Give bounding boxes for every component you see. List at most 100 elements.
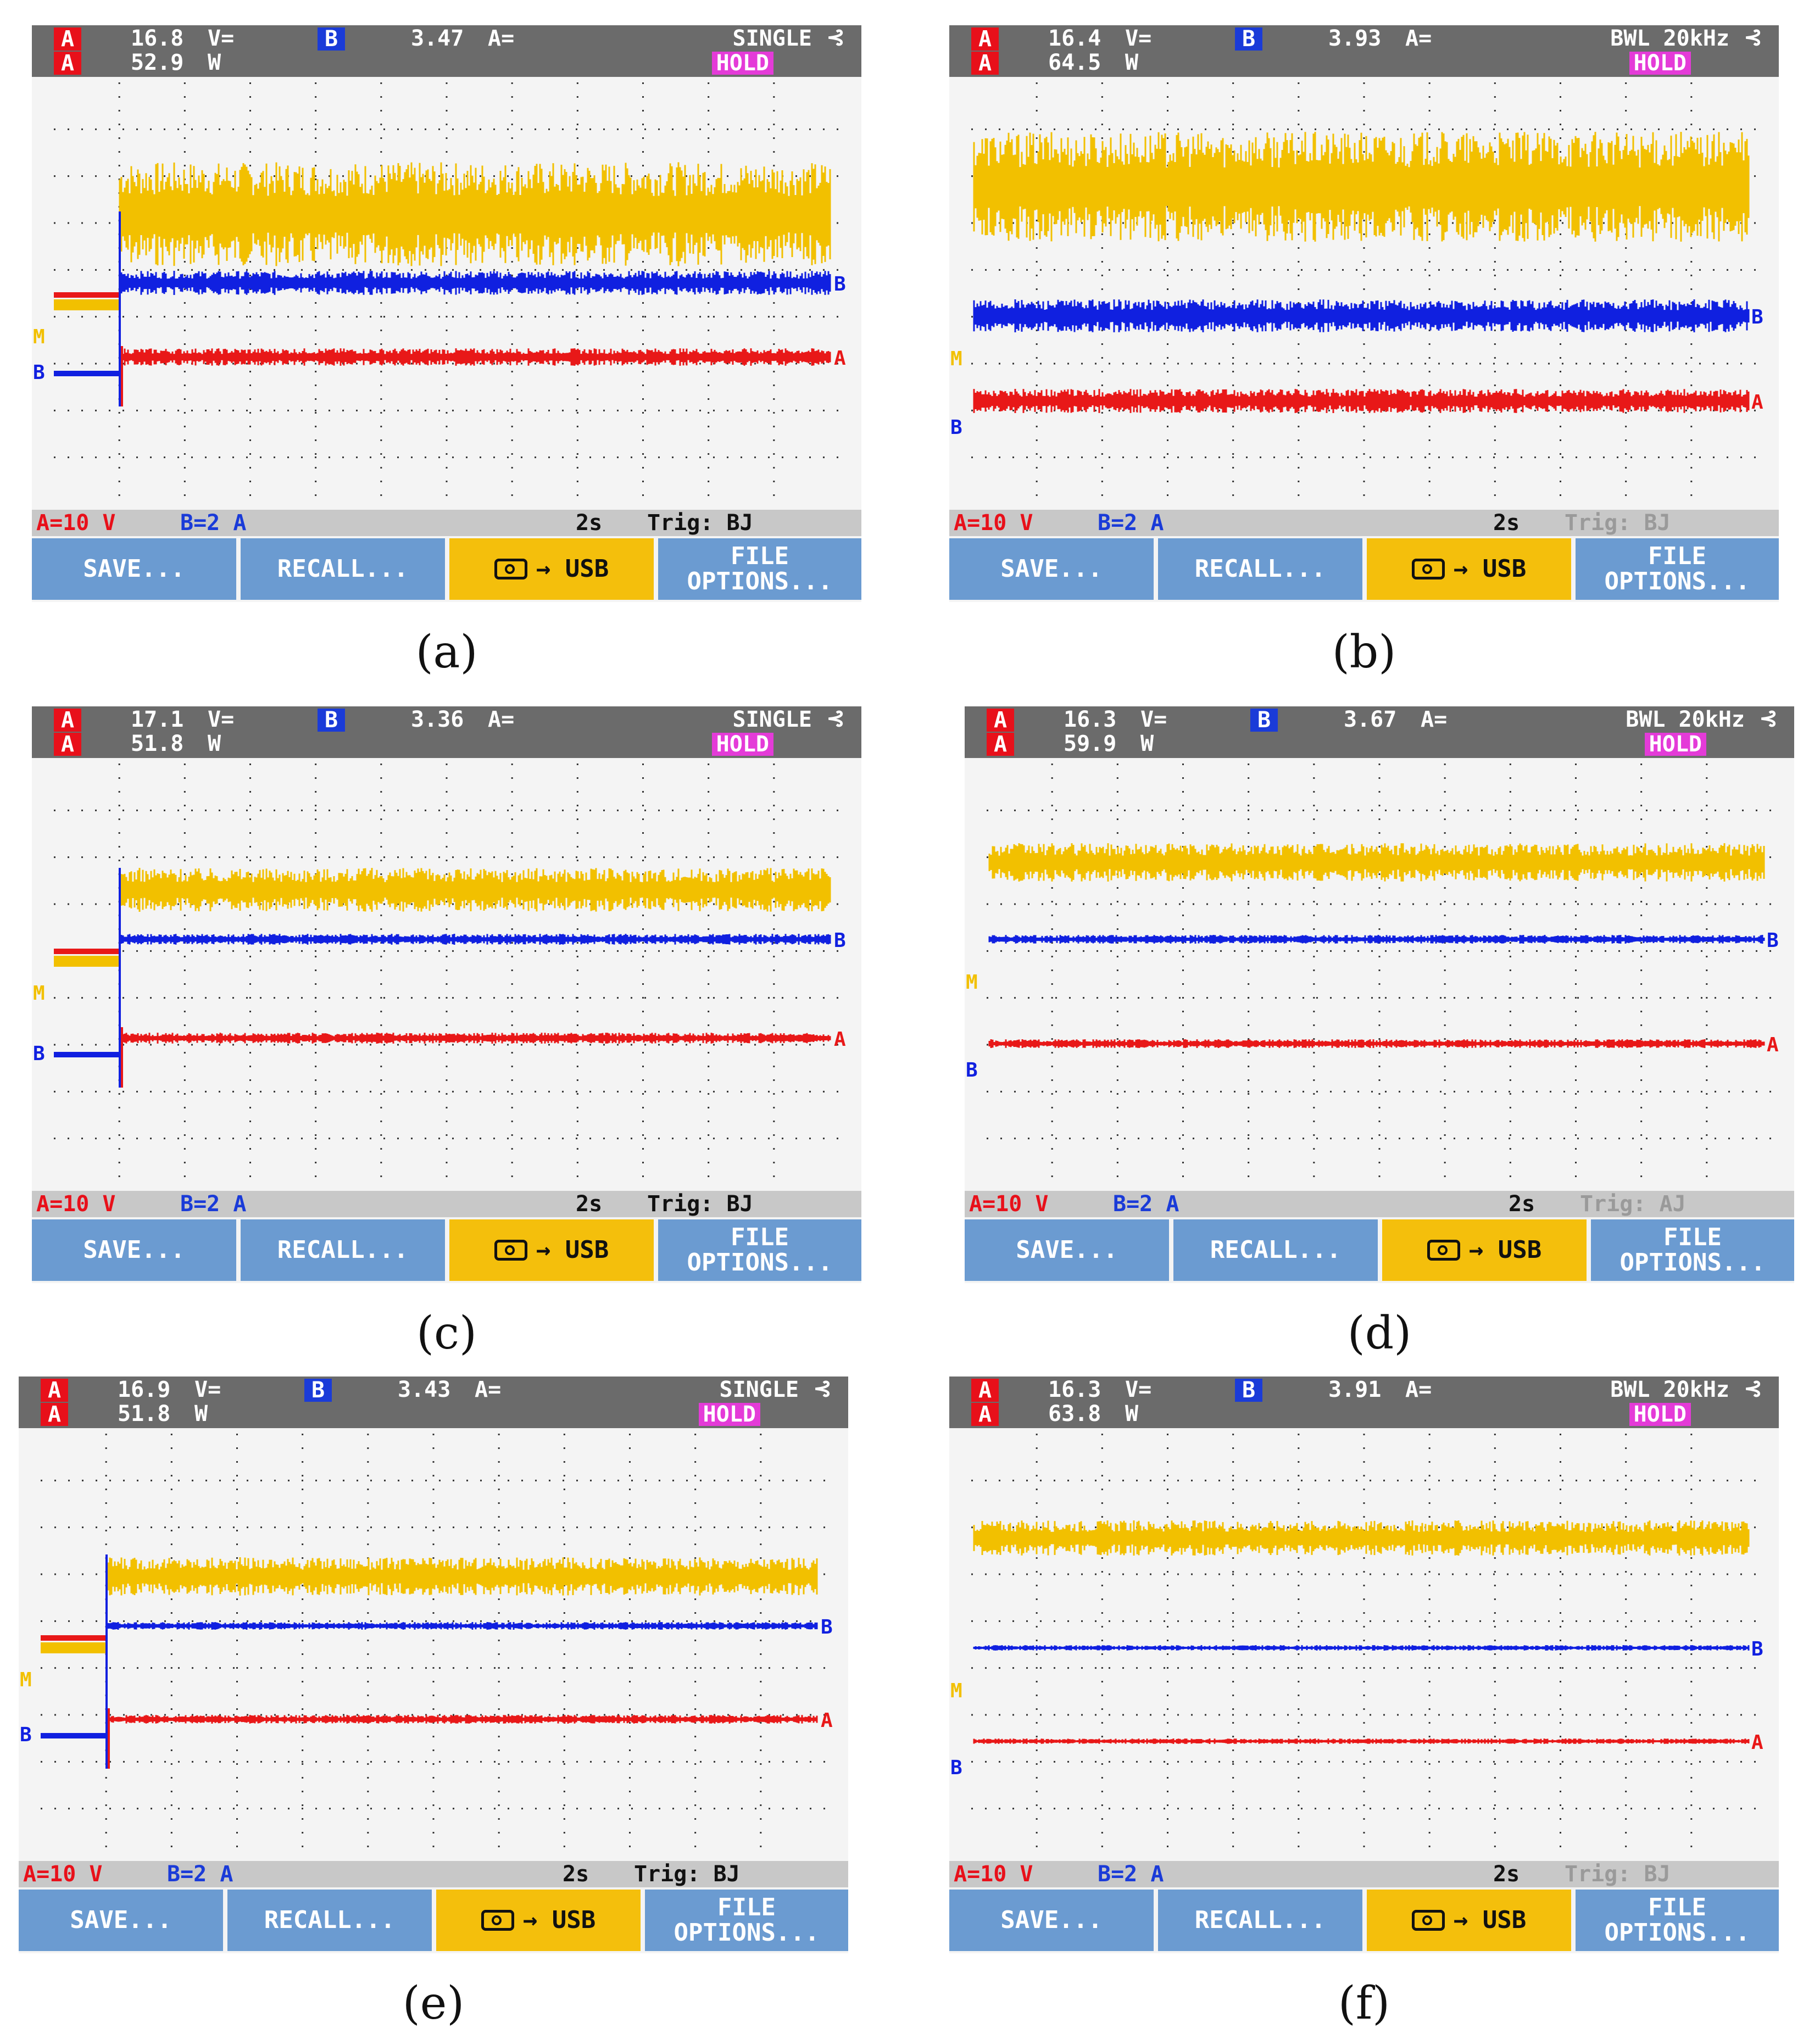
waveform-area: B A M B — [32, 758, 861, 1217]
ch-a-power-readout: 51.8 — [118, 1401, 171, 1426]
camera-icon — [1411, 1910, 1445, 1931]
voltage-trace — [105, 1715, 818, 1724]
power-trace — [105, 1557, 818, 1596]
scope-panel-2: A A 16.4 V= 64.5 W B 3.93 A= BWL 20kHz ⊰ HOLD B A M B A=… — [949, 25, 1779, 602]
waveform-area: B A M B — [949, 77, 1779, 536]
screenshot-to-usb-button[interactable]: → USB — [1382, 1219, 1587, 1281]
current-trace — [988, 935, 1765, 944]
ch-a-power-unit: W — [208, 731, 221, 756]
file-options-button[interactable]: FILE OPTIONS... — [1591, 1219, 1794, 1281]
marker-b: B — [950, 1757, 962, 1779]
current-trace — [119, 934, 831, 945]
screenshot-to-usb-button[interactable]: → USB — [449, 538, 654, 600]
channel-a-tag-2: A — [54, 733, 81, 756]
ch-a-power-readout: 52.9 — [131, 50, 184, 75]
trigger-plug-icon: ⊰ — [1759, 706, 1778, 731]
ch-a-power-readout: 51.8 — [131, 731, 184, 756]
save-button[interactable]: SAVE... — [32, 1219, 236, 1281]
trigger-plug-icon: ⊰ — [826, 25, 845, 50]
ch-a-voltage-readout: 16.3 — [1064, 707, 1117, 732]
timebase: 2s — [1493, 510, 1520, 536]
trigger-status: Trig: AJ — [1580, 1191, 1686, 1217]
trace-label-a: A — [834, 347, 846, 370]
save-button[interactable]: SAVE... — [965, 1219, 1169, 1281]
power-trace — [988, 843, 1765, 882]
save-button[interactable]: SAVE... — [949, 538, 1154, 600]
scope-panel-3: A A 17.1 V= 51.8 W B 3.36 A= SINGLE ⊰ HOLD B A M B A=10 … — [32, 706, 861, 1283]
file-options-button[interactable]: FILE OPTIONS... — [1576, 1890, 1779, 1951]
screenshot-to-usb-button[interactable]: → USB — [1367, 538, 1571, 600]
ch-a-scale: A=10 V — [969, 1191, 1049, 1217]
readout-bar: A A 16.8 V= 52.9 W B 3.47 A= SINGLE ⊰ HOLD — [32, 25, 861, 77]
screenshot-to-usb-button[interactable]: → USB — [449, 1219, 654, 1281]
trace-label-a: A — [1751, 391, 1763, 414]
voltage-trace — [988, 1039, 1765, 1048]
recall-button[interactable]: RECALL... — [227, 1890, 432, 1951]
readout-bar: A A 17.1 V= 51.8 W B 3.36 A= SINGLE ⊰ HOLD — [32, 706, 861, 758]
acquisition-mode: BWL 20kHz — [1610, 26, 1729, 51]
pre-trigger-level-1 — [41, 1635, 107, 1641]
trigger-plug-icon: ⊰ — [1744, 1376, 1762, 1401]
ch-b-readout: 3.67 — [1344, 707, 1397, 732]
ch-a-power-unit: W — [208, 50, 221, 75]
file-options-line2: OPTIONS... — [674, 1919, 820, 1947]
file-options-button[interactable]: FILE OPTIONS... — [645, 1890, 848, 1951]
channel-a-tag-2: A — [971, 52, 999, 75]
recall-button[interactable]: RECALL... — [1158, 1890, 1362, 1951]
ch-a-power-unit: W — [1140, 731, 1154, 756]
ch-b-unit: A= — [1421, 707, 1448, 732]
file-options-button[interactable]: FILE OPTIONS... — [658, 1219, 861, 1281]
recall-button[interactable]: RECALL... — [1173, 1219, 1378, 1281]
file-options-line1: FILE — [717, 1893, 776, 1921]
ch-b-unit: A= — [488, 26, 515, 51]
timebase: 2s — [1493, 1862, 1520, 1887]
acquisition-mode: BWL 20kHz — [1610, 1377, 1729, 1402]
trigger-status: Trig: BJ — [647, 1191, 753, 1217]
hold-badge: HOLD — [711, 52, 773, 75]
ch-b-readout: 3.43 — [398, 1377, 451, 1402]
oscilloscope-screen: A A 16.4 V= 64.5 W B 3.93 A= BWL 20kHz ⊰ HOLD B A M B A=… — [949, 25, 1779, 602]
file-options-line1: FILE — [1648, 1893, 1706, 1921]
trace-label-b: B — [1751, 306, 1763, 328]
screenshot-to-usb-button[interactable]: → USB — [1367, 1890, 1571, 1951]
channel-a-tag-2: A — [971, 1403, 999, 1426]
ch-a-scale: A=10 V — [23, 1862, 103, 1887]
marker-b: B — [966, 1059, 978, 1082]
softkey-bar: SAVE... RECALL... → USB FILE OPTIONS... — [949, 1887, 1779, 1953]
pre-trigger-level-1 — [54, 292, 120, 298]
save-button[interactable]: SAVE... — [19, 1890, 223, 1951]
usb-label: → USB — [536, 555, 609, 583]
acquisition-mode: SINGLE — [719, 1377, 799, 1402]
power-trace — [119, 868, 831, 912]
scope-panel-1: A A 16.8 V= 52.9 W B 3.47 A= SINGLE ⊰ HOLD B A M B A=10 … — [32, 25, 861, 602]
trigger-plug-icon: ⊰ — [1744, 25, 1762, 50]
ch-a-power-readout: 63.8 — [1048, 1401, 1101, 1426]
file-options-button[interactable]: FILE OPTIONS... — [658, 538, 861, 600]
current-trace — [973, 1645, 1750, 1651]
ch-a-power-readout: 64.5 — [1048, 50, 1101, 75]
file-options-line2: OPTIONS... — [687, 1249, 833, 1277]
screenshot-to-usb-button[interactable]: → USB — [436, 1890, 641, 1951]
recall-button[interactable]: RECALL... — [241, 538, 445, 600]
trace-label-a: A — [1767, 1034, 1779, 1056]
trace-label-a: A — [834, 1028, 846, 1051]
recall-button[interactable]: RECALL... — [1158, 538, 1362, 600]
usb-label: → USB — [522, 1906, 596, 1934]
status-bar: A=10 V B=2 A 2s Trig: BJ — [949, 510, 1779, 536]
usb-label: → USB — [1453, 1906, 1527, 1934]
ch-a-voltage-readout: 16.3 — [1048, 1377, 1101, 1402]
current-trace — [105, 1622, 818, 1630]
file-options-button[interactable]: FILE OPTIONS... — [1576, 538, 1779, 600]
hold-badge: HOLD — [1629, 52, 1691, 75]
file-options-line2: OPTIONS... — [687, 567, 833, 595]
save-button[interactable]: SAVE... — [949, 1890, 1154, 1951]
camera-icon — [1427, 1240, 1460, 1261]
ch-b-scale: B=2 A — [180, 510, 247, 536]
oscilloscope-screen: A A 16.8 V= 52.9 W B 3.47 A= SINGLE ⊰ HOLD B A M B A=10 … — [32, 25, 861, 602]
trace-label-a: A — [821, 1709, 833, 1732]
oscilloscope-screen: A A 17.1 V= 51.8 W B 3.36 A= SINGLE ⊰ HOLD B A M B A=10 … — [32, 706, 861, 1283]
recall-button[interactable]: RECALL... — [241, 1219, 445, 1281]
save-button[interactable]: SAVE... — [32, 538, 236, 600]
